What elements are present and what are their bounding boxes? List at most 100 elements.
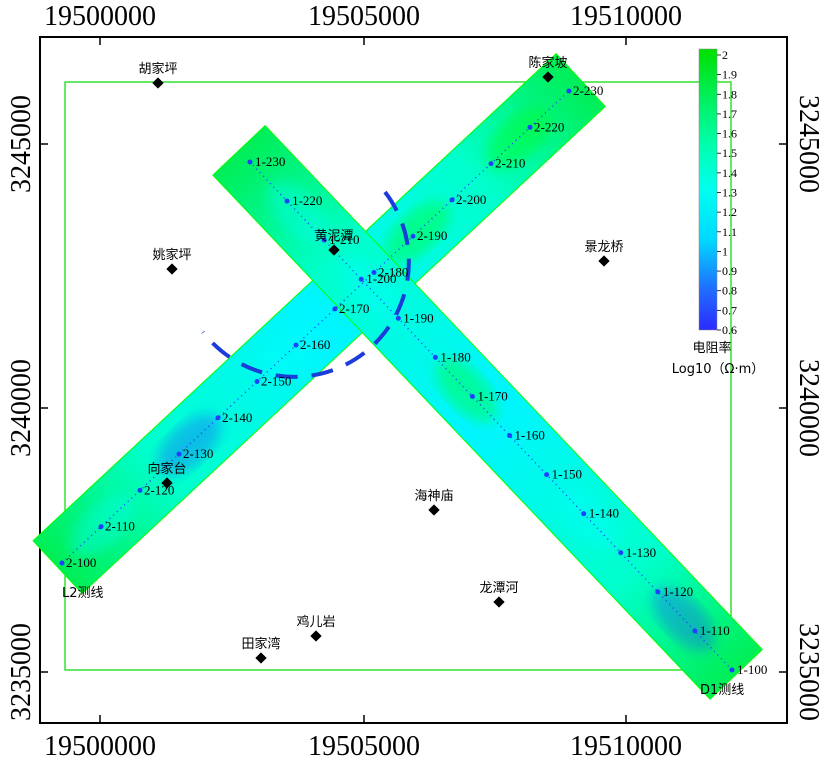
x-tick-top: 19510000 <box>570 1 682 32</box>
station-label: 1-100 <box>737 662 767 677</box>
station-label: 1-160 <box>515 428 545 443</box>
resistivity-sections <box>32 53 763 700</box>
y-tick-left: 3245000 <box>6 95 37 193</box>
y-tick-left: 3240000 <box>6 359 37 457</box>
legend-tick-label: 1.6 <box>722 127 737 141</box>
station-point <box>618 550 624 556</box>
y-tick-right: 3245000 <box>793 95 824 193</box>
place-name: 景龙桥 <box>584 240 623 255</box>
station-label: 2-160 <box>300 337 330 352</box>
survey-area-border <box>64 81 732 671</box>
station-point <box>655 589 661 595</box>
station-label: 1-210 <box>329 232 359 247</box>
station-label: 2-210 <box>495 156 525 171</box>
place-marker-icon <box>328 244 340 256</box>
survey-line-name: D1测线 <box>700 683 744 698</box>
x-axis-bottom: 19500000 19505000 19510000 <box>44 731 682 762</box>
station-point <box>293 342 299 348</box>
legend-tick-label: 1.8 <box>722 87 737 101</box>
x-tick-bottom: 19500000 <box>44 731 156 762</box>
place-marker-icon <box>428 504 440 516</box>
place-marker-icon <box>598 255 610 267</box>
legend-tick-label: 1.9 <box>722 68 737 82</box>
station-point <box>371 270 377 276</box>
station-point <box>729 667 735 673</box>
station-label: 1-200 <box>366 271 396 286</box>
station-label: 2-180 <box>378 265 408 280</box>
place-name: 海神庙 <box>414 489 453 504</box>
station-point <box>527 124 533 130</box>
map-frame <box>39 36 788 724</box>
station-point <box>59 560 65 566</box>
station-label: 2-100 <box>66 555 96 570</box>
station-label: 2-190 <box>417 228 447 243</box>
place-marker-icon <box>255 652 267 664</box>
station-point <box>507 433 513 439</box>
place-marker-icon <box>493 596 505 608</box>
station-point <box>581 511 587 517</box>
station-label: 2-200 <box>456 192 486 207</box>
resistivity-patch <box>384 201 450 264</box>
survey-line-trace <box>249 161 733 671</box>
station-point <box>566 88 572 94</box>
station-point <box>137 487 143 493</box>
station-point <box>98 524 104 530</box>
place-name: 黄泥潭 <box>314 229 353 244</box>
place-name: 鸡儿岩 <box>296 614 335 630</box>
station-label: 1-140 <box>589 506 619 521</box>
color-legend: 2 1.9 1.8 1.7 1.6 1.5 1.4 1.3 1.2 1.1 1 0.9 0.8 0.7 0.… <box>672 48 765 377</box>
station-label: 2-110 <box>105 519 135 534</box>
place-marker-icon <box>152 77 164 89</box>
legend-tick-label: 1.7 <box>722 107 737 121</box>
legend-tick-label: 1 <box>722 244 728 258</box>
station-point <box>395 315 401 321</box>
station-point <box>247 159 253 165</box>
legend-tick-label: 1.3 <box>722 186 737 200</box>
survey-lines: 2-1002-1102-1202-1302-1402-1502-1602-170… <box>59 83 767 698</box>
place-name: 向家台 <box>147 461 186 477</box>
y-tick-left: 3235000 <box>6 623 37 721</box>
place-name: 胡家坪 <box>138 61 177 77</box>
station-point <box>176 451 182 457</box>
station-point <box>358 276 364 282</box>
axis-tick-marks <box>40 37 787 723</box>
legend-tick-label: 0.8 <box>722 284 737 298</box>
station-point <box>254 378 260 384</box>
station-label: 2-140 <box>222 410 252 425</box>
station-point <box>332 306 338 312</box>
station-label: 1-180 <box>440 349 470 364</box>
station-point <box>449 197 455 203</box>
station-point <box>469 393 475 399</box>
legend-title: 电阻率 <box>692 340 731 356</box>
station-label: 1-220 <box>292 193 322 208</box>
y-axis-left: 3245000 3240000 3235000 <box>6 95 37 721</box>
legend-unit: Log10（Ω·m） <box>672 362 765 377</box>
legend-tick-label: 1.4 <box>722 166 737 180</box>
station-label: 1-170 <box>477 388 507 403</box>
station-label: 1-190 <box>403 310 433 325</box>
dashed-anomaly-circle <box>201 190 411 379</box>
station-point <box>488 161 494 167</box>
place-name: 陈家坡 <box>528 55 567 71</box>
place-marker-icon <box>310 630 322 642</box>
resistivity-patch <box>257 319 323 382</box>
y-axis-right: 3245000 3240000 3235000 <box>793 95 824 721</box>
place-name: 田家湾 <box>241 636 280 652</box>
station-point <box>215 415 221 421</box>
station-point <box>321 237 327 243</box>
legend-tick-label: 0.6 <box>722 323 737 337</box>
station-label: 2-150 <box>261 373 291 388</box>
legend-tick-label: 0.9 <box>722 264 737 278</box>
station-label: 2-220 <box>534 119 564 134</box>
station-label: 1-130 <box>626 545 656 560</box>
station-point <box>432 354 438 360</box>
x-tick-bottom: 19505000 <box>308 731 420 762</box>
station-label: 1-110 <box>700 623 730 638</box>
place-marker-icon <box>161 477 173 489</box>
y-tick-right: 3240000 <box>793 359 824 457</box>
legend-tick-label: 1.5 <box>722 146 737 160</box>
survey-line-trace <box>61 90 570 564</box>
legend-tick-label: 1.1 <box>722 225 737 239</box>
